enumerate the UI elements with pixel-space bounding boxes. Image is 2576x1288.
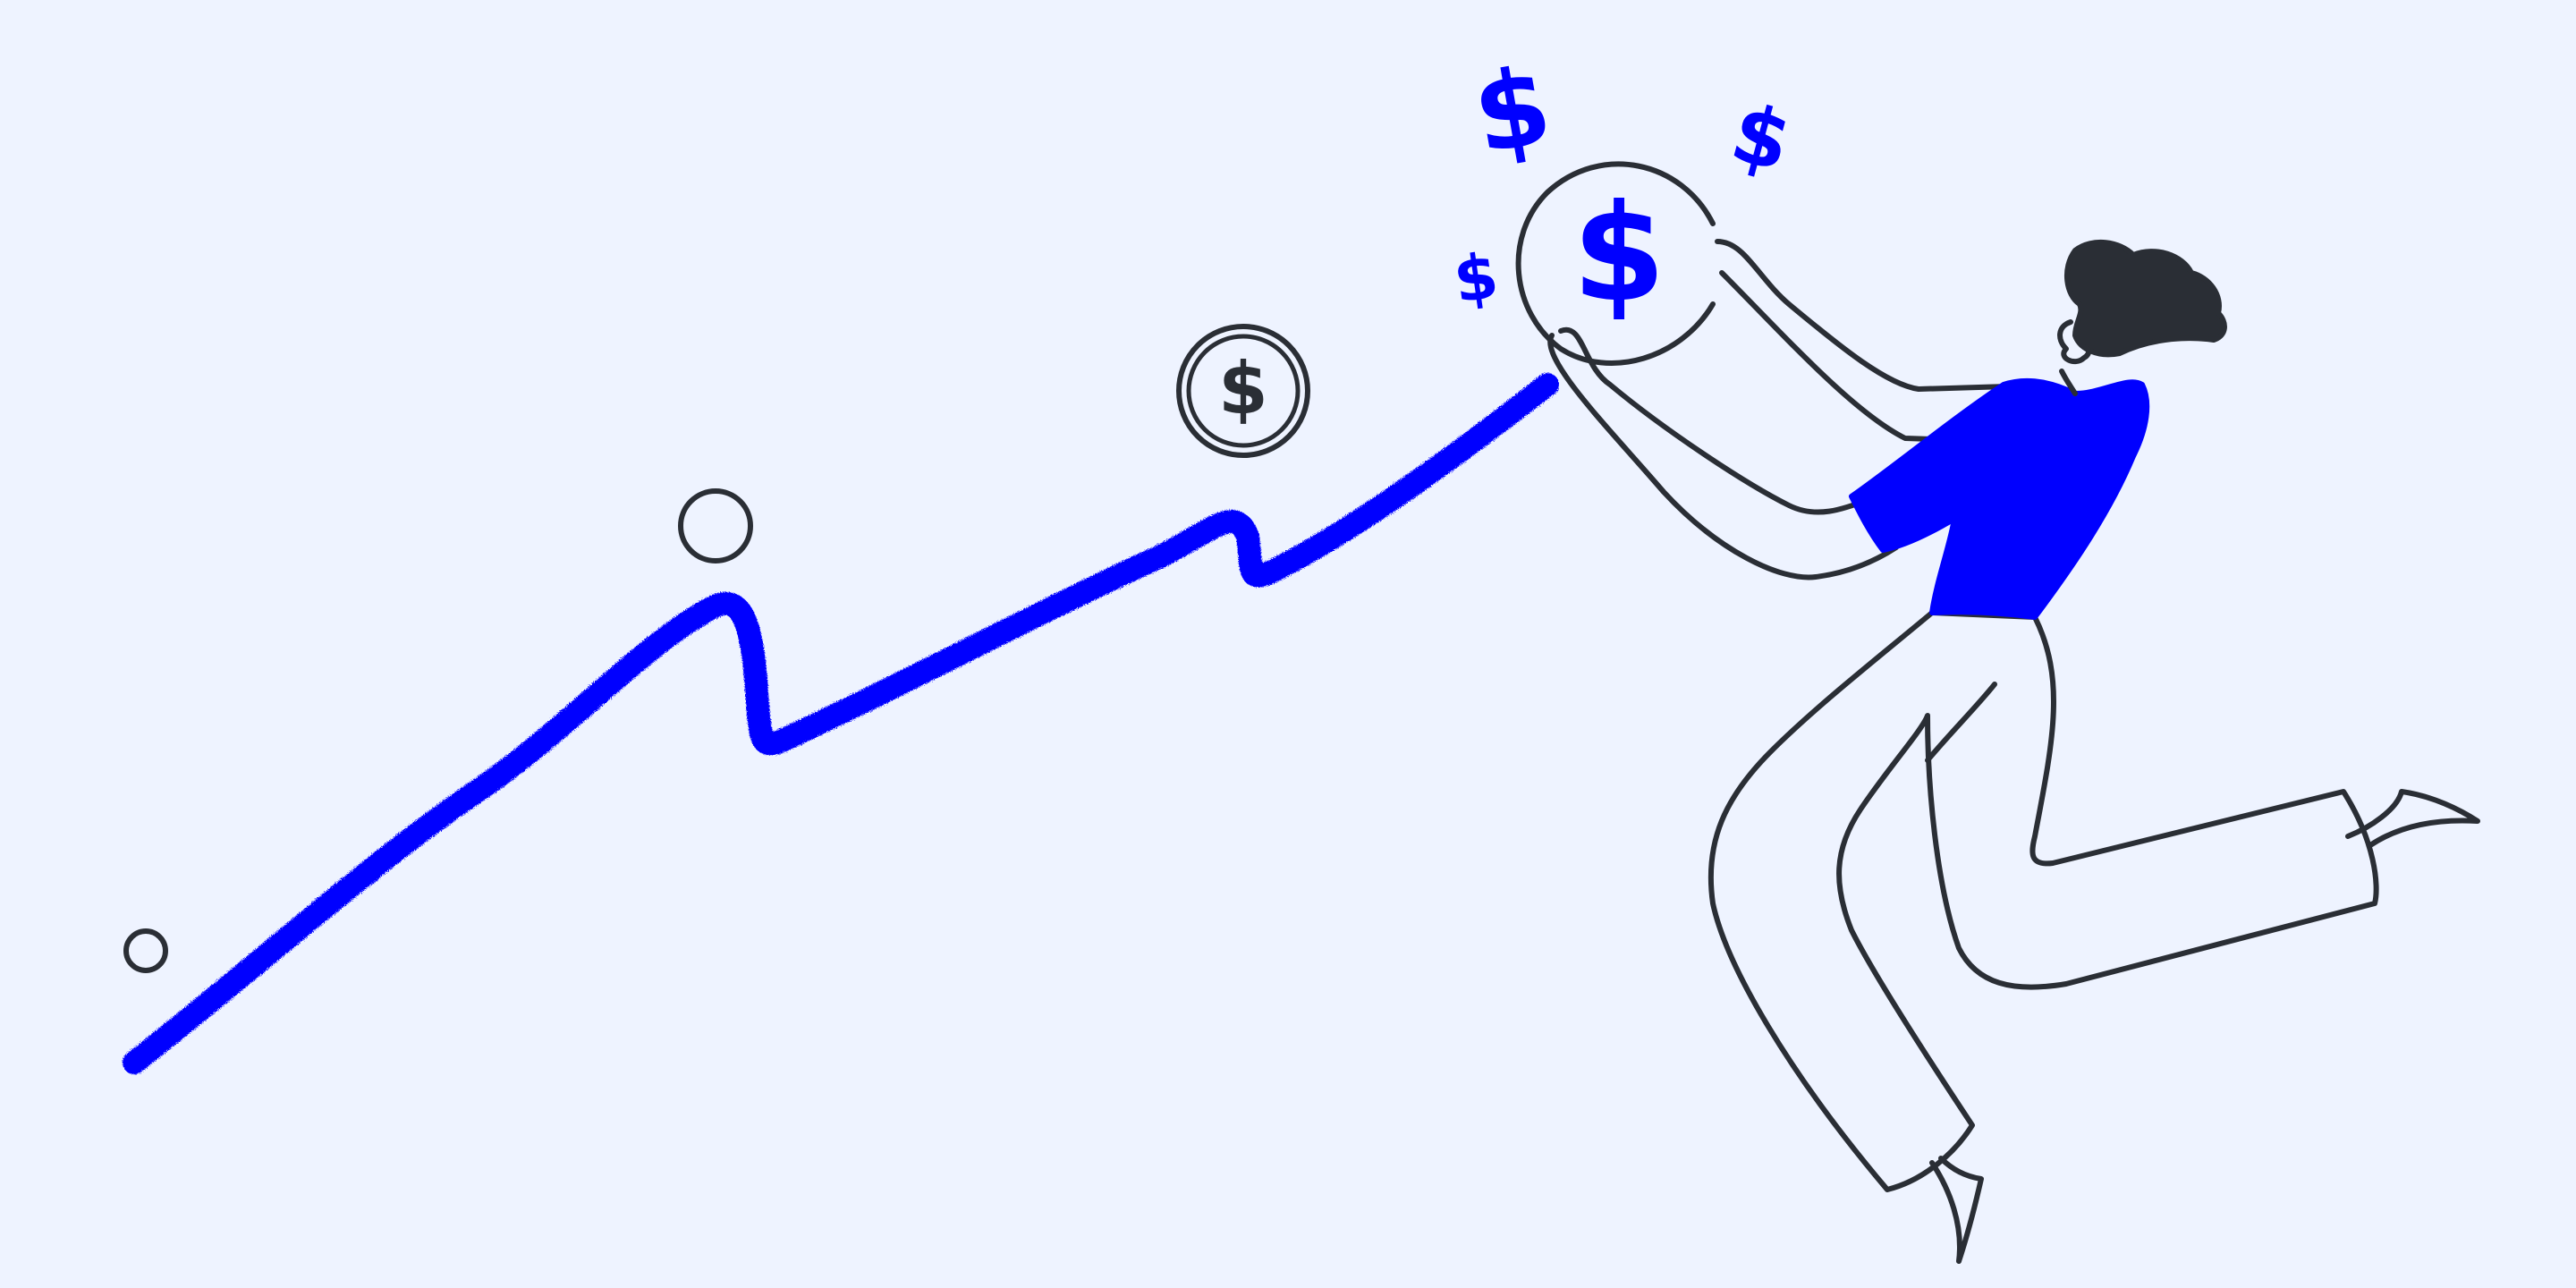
shirt [1849, 377, 2150, 620]
small-bubble [123, 928, 168, 973]
held-coin: $ [1515, 161, 1716, 366]
dollar-sign-icon: $ [1449, 239, 1503, 318]
pants-inner-seam [1925, 682, 1997, 763]
front-shoe [1929, 1156, 1984, 1264]
growth-line-fade [130, 872, 380, 1067]
neck [2059, 369, 2078, 396]
front-arm [1547, 326, 1899, 580]
growth-line [123, 373, 1559, 1074]
dollar-sign-icon: $ [1465, 44, 1560, 179]
back-shoe [2345, 789, 2480, 848]
person-figure [1547, 239, 2480, 1264]
back-arm [1715, 239, 2011, 443]
dollar-sign-icon: $ [1218, 347, 1268, 430]
pants [1707, 610, 2379, 1192]
dollar-sign-icon: $ [1572, 176, 1665, 332]
hair [2063, 239, 2227, 358]
dollar-sign-icon: $ [1722, 86, 1801, 191]
medium-bubble [678, 488, 753, 564]
dollar-coin: $ [1176, 324, 1310, 458]
